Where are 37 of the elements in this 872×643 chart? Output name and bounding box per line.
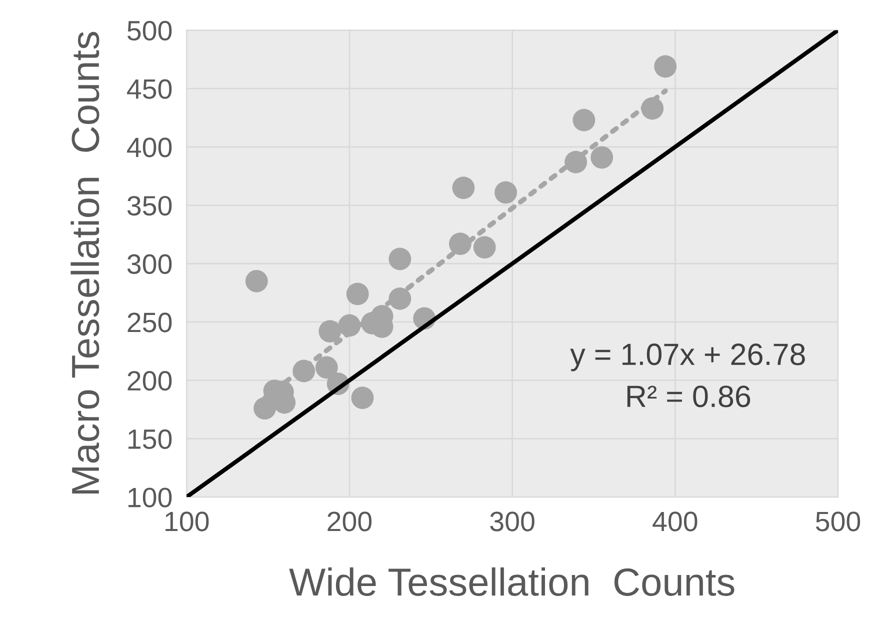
point: [641, 97, 664, 120]
x-axis-title: Wide Tessellation Counts: [289, 567, 734, 596]
x-tick-label: 400: [652, 512, 698, 532]
y-tick-label: 300: [127, 254, 172, 274]
point: [315, 356, 338, 379]
y-tick-label: 250: [128, 312, 172, 332]
y-tick-label: 450: [127, 79, 172, 99]
x-tick-label: 100: [166, 512, 209, 532]
y-tick-label: 200: [128, 371, 172, 391]
point: [452, 176, 475, 199]
point: [448, 232, 472, 255]
y-tick-label: 150: [128, 429, 172, 450]
x-tick-label: 500: [816, 512, 860, 532]
point: [473, 236, 496, 258]
x-tick-label: 300: [490, 512, 534, 532]
y-tick-label: 500: [127, 20, 172, 41]
annotation: y = 1.07x + 26.78: [570, 344, 805, 372]
point: [338, 314, 361, 337]
point: [654, 55, 677, 78]
y-axis-title: Macro Tessellation Counts: [70, 32, 100, 494]
point: [318, 320, 342, 343]
y-tick-label: 400: [127, 138, 172, 158]
point: [346, 282, 369, 306]
point: [564, 150, 588, 174]
annotation: R² = 0.86: [627, 386, 750, 408]
point: [388, 287, 412, 310]
point: [388, 248, 412, 270]
x-tick-label: 200: [328, 512, 372, 532]
point: [245, 270, 268, 292]
y-tick-label: 100: [128, 488, 172, 508]
point: [351, 386, 374, 410]
point: [254, 397, 276, 420]
point: [292, 360, 316, 382]
y-tick-label: 350: [127, 196, 172, 216]
point: [494, 181, 517, 204]
point: [572, 108, 596, 132]
point: [590, 146, 614, 169]
